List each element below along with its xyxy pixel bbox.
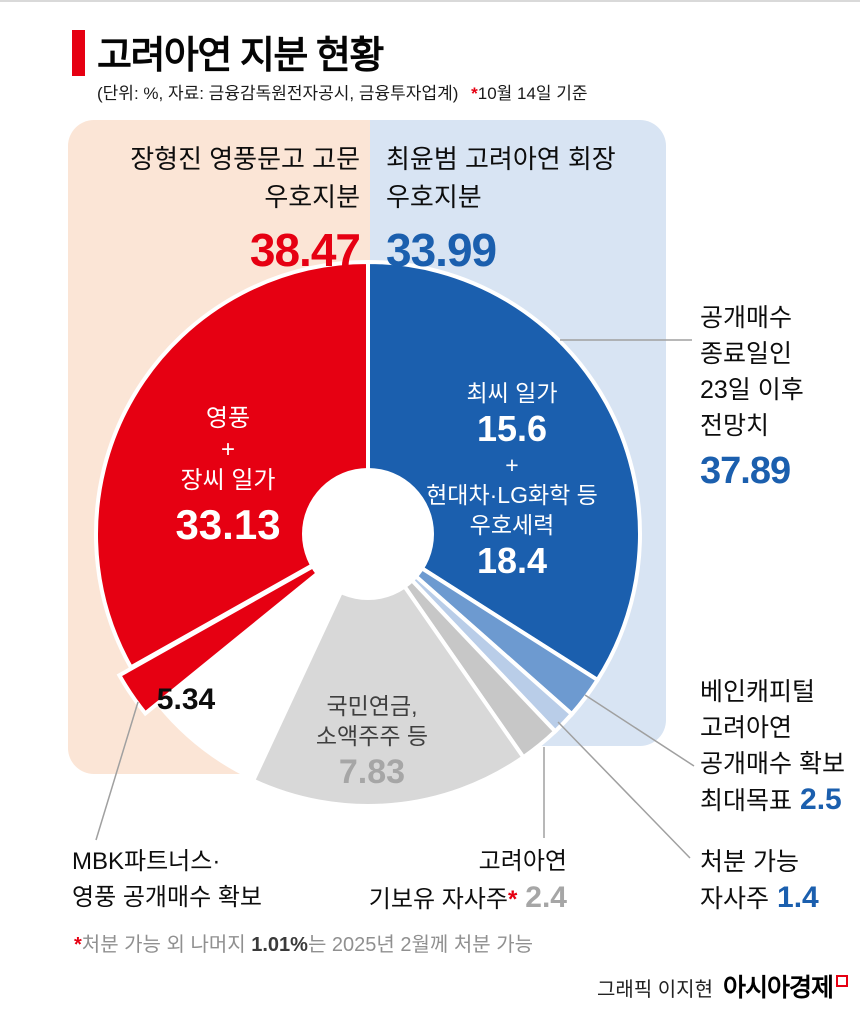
bain-line3: 공개매수 확보 (700, 750, 845, 778)
mbk-slice-value: 5.34 (156, 683, 216, 716)
chart-meta: (단위: %, 자료: 금융감독원전자공시, 금융투자업계) *10월 14일 … (97, 79, 588, 104)
treasury-annotation: 고려아연 기보유 자사주* 2.4 (369, 844, 567, 918)
slice-label-choi: 최씨 일가 15.6 + 현대차·LG화학 등 우호세력 18.4 (426, 378, 598, 582)
footnote: *처분 가능 외 나머지 1.01%는 2025년 2월께 처분 가능 (74, 928, 533, 957)
choi-plus: + (505, 452, 519, 478)
disposable-annotation: 처분 가능 자사주 1.4 (700, 844, 819, 917)
disposable-line2: 자사주 1.4 (700, 880, 819, 917)
treasury-line2: 기보유 자사주* 2.4 (369, 880, 567, 918)
treasury-label: 기보유 자사주 (368, 886, 508, 913)
choi-line1: 최씨 일가 (466, 380, 558, 406)
treasury-asterisk: * (507, 886, 518, 913)
title-accent-bar (72, 30, 85, 76)
mbk-annotation: MBK파트너스· 영풍 공개매수 확보 (72, 844, 262, 916)
slice-label-youngpoong: 영풍 + 장씨 일가 33.13 (175, 403, 280, 549)
forecast-value: 37.89 (700, 450, 791, 492)
bain-line1: 베인캐피털 (700, 678, 816, 706)
mbk-line1: MBK파트너스· (72, 848, 221, 875)
jang-friendly-line2: 우호지분 (264, 182, 360, 212)
treasury-value: 2.4 (525, 881, 567, 914)
pension-value: 7.83 (338, 753, 406, 791)
pension-line1: 국민연금, (326, 693, 418, 719)
bain-annotation: 베인캐피털 고려아연 공개매수 확보 최대목표 2.5 (700, 674, 845, 819)
youngpoong-value: 33.13 (175, 501, 281, 548)
credit: 그래픽 이지현 아시아경제 (597, 968, 848, 1004)
jang-friendly-label: 장형진 영풍문고 고문 우호지분 38.47 (88, 140, 361, 276)
choi-friendly-line2: 우호지분 (386, 182, 482, 212)
asof-asterisk: * (471, 84, 478, 103)
bain-target-label: 최대목표 (700, 787, 793, 815)
bain-value: 2.5 (800, 783, 842, 816)
slice-label-pension: 국민연금, 소액주주 등 7.83 (316, 691, 428, 793)
choi-friendly-label: 최윤범 고려아연 회장 우호지분 33.99 (386, 140, 658, 276)
forecast-annotation: 공개매수 종료일인 23일 이후 전망치 37.89 (700, 300, 804, 494)
youngpoong-line2: 장씨 일가 (180, 467, 276, 494)
mbk-line2: 영풍 공개매수 확보 (72, 884, 262, 911)
as-of-date: 10월 14일 기준 (477, 84, 588, 103)
treasury-line1: 고려아연 (478, 848, 567, 875)
footnote-asterisk: * (74, 934, 82, 956)
unit-source-note: (단위: %, 자료: 금융감독원전자공시, 금융투자업계) (97, 84, 459, 103)
brand-logo-text: 아시아경제 (722, 974, 834, 1002)
disposable-label: 자사주 (700, 885, 770, 913)
choi-line2: 현대차·LG화학 등 (426, 482, 598, 508)
disposable-value: 1.4 (777, 881, 819, 914)
disposable-line1: 처분 가능 (700, 848, 799, 876)
footnote-pre: 처분 가능 외 나머지 (81, 934, 252, 956)
youngpoong-plus: + (220, 436, 236, 463)
bain-line2: 고려아연 (700, 714, 793, 742)
forecast-line3: 23일 이후 (700, 376, 804, 404)
forecast-line1: 공개매수 (700, 304, 793, 332)
choi-value1: 15.6 (476, 408, 548, 449)
choi-line3: 우호세력 (469, 512, 555, 538)
bain-line4: 최대목표 2.5 (700, 782, 845, 819)
page-title: 고려아연 지분 현황 (97, 35, 384, 77)
choi-friendly-value: 33.99 (386, 224, 497, 276)
credit-byline: 그래픽 이지현 (597, 979, 713, 1001)
jang-friendly-line1: 장형진 영풍문고 고문 (130, 144, 360, 174)
forecast-line4: 전망치 (700, 412, 770, 440)
pension-line2: 소액주주 등 (315, 723, 429, 749)
forecast-line2: 종료일인 (700, 340, 793, 368)
youngpoong-line1: 영풍 (205, 405, 251, 432)
brand-logo-icon (836, 975, 848, 987)
choi-friendly-line1: 최윤범 고려아연 회장 (386, 144, 616, 174)
jang-friendly-value: 38.47 (249, 224, 361, 276)
choi-value2: 18.4 (476, 540, 548, 581)
footnote-bold: 1.01% (251, 934, 308, 956)
footnote-post: 는 2025년 2월께 처분 가능 (307, 934, 533, 956)
